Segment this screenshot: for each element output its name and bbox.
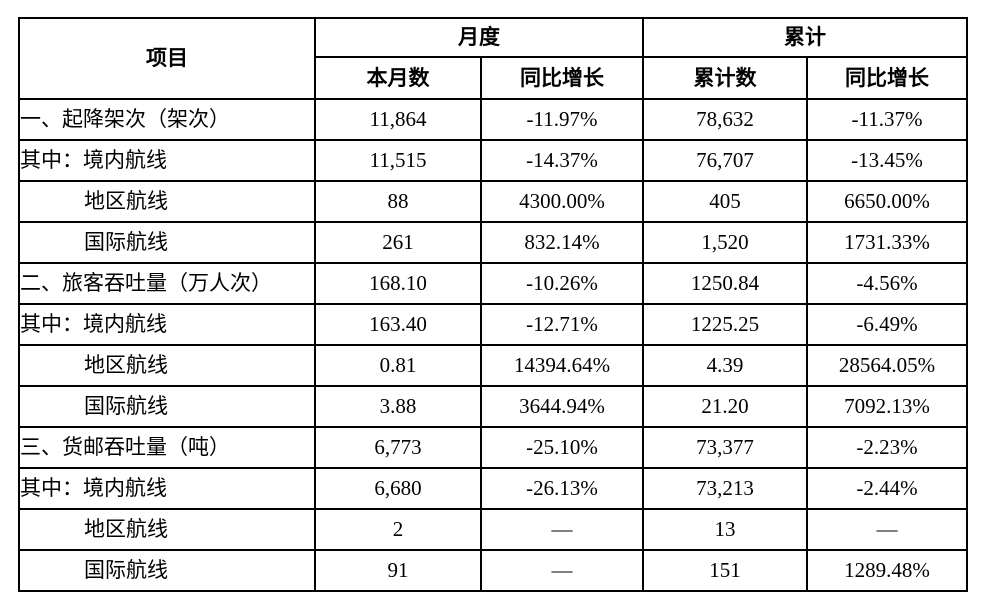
monthly-yoy-cell: 3644.94% [480,385,644,428]
item-cell: 地区航线 [18,180,316,223]
item-cell: 地区航线 [18,344,316,387]
table-row: 其中：境内航线 11,515 -14.37% 76,707 -13.45% [18,139,968,182]
monthly-value-cell: 11,864 [314,98,482,141]
monthly-yoy-cell: 14394.64% [480,344,644,387]
cumulative-yoy-cell: -6.49% [806,303,968,346]
item-cell: 一、起降架次（架次） [18,98,316,141]
table-row: 国际航线 3.88 3644.94% 21.20 7092.13% [18,385,968,428]
monthly-value-cell: 2 [314,508,482,551]
cumulative-value-cell: 1225.25 [642,303,808,346]
table-row: 地区航线 2—13— [18,508,968,551]
item-cell: 其中：境内航线 [18,303,316,346]
item-cell: 其中：境内航线 [18,467,316,510]
table-body: 一、起降架次（架次） 11,864 -11.97% 78,632 -11.37% 其中：境… [18,98,968,592]
monthly-yoy-cell: 832.14% [480,221,644,264]
item-cell: 其中：境内航线 [18,139,316,182]
cumulative-value-cell: 151 [642,549,808,592]
monthly-yoy-cell: — [480,508,644,551]
header-cumulative-yoy: 同比增长 [806,56,968,100]
table-row: 二、旅客吞吐量（万人次） 168.10 -10.26% 1250.84 -4.56% [18,262,968,305]
cumulative-value-cell: 73,213 [642,467,808,510]
monthly-value-cell: 88 [314,180,482,223]
item-cell: 二、旅客吞吐量（万人次） [18,262,316,305]
monthly-value-cell: 261 [314,221,482,264]
monthly-yoy-cell: -14.37% [480,139,644,182]
cumulative-yoy-cell: 1731.33% [806,221,968,264]
monthly-yoy-cell: -26.13% [480,467,644,510]
cumulative-value-cell: 1,520 [642,221,808,264]
table-row: 地区航线 88 4300.00% 405 6650.00% [18,180,968,223]
header-cumulative-value: 累计数 [642,56,808,100]
cumulative-value-cell: 405 [642,180,808,223]
cumulative-value-cell: 1250.84 [642,262,808,305]
monthly-yoy-cell: — [480,549,644,592]
header-cumulative-group: 累计 [642,17,968,58]
table-header: 项目 月度 累计 本月数 同比增长 累计数 同比增长 [18,17,968,100]
header-sub-row: 本月数 同比增长 累计数 同比增长 [19,56,968,100]
monthly-value-cell: 3.88 [314,385,482,428]
cumulative-yoy-cell: -2.44% [806,467,968,510]
monthly-yoy-cell: -10.26% [480,262,644,305]
monthly-value-cell: 6,680 [314,467,482,510]
cumulative-value-cell: 13 [642,508,808,551]
cumulative-value-cell: 4.39 [642,344,808,387]
statistics-table-container: 项目 月度 累计 本月数 同比增长 累计数 同比增长 一、起降架次（架次） 11,… [18,17,968,592]
header-group-row: 项目 月度 累计 [18,17,968,100]
table-row: 三、货邮吞吐量（吨） 6,773 -25.10% 73,377 -2.23% [18,426,968,469]
cumulative-yoy-cell: — [806,508,968,551]
cumulative-value-cell: 73,377 [642,426,808,469]
airport-statistics-table: 项目 月度 累计 本月数 同比增长 累计数 同比增长 一、起降架次（架次） 11,… [18,17,968,592]
monthly-value-cell: 11,515 [314,139,482,182]
monthly-yoy-cell: 4300.00% [480,180,644,223]
cumulative-yoy-cell: 28564.05% [806,344,968,387]
cumulative-yoy-cell: -2.23% [806,426,968,469]
header-item: 项目 [18,17,316,100]
cumulative-value-cell: 78,632 [642,98,808,141]
monthly-yoy-cell: -25.10% [480,426,644,469]
cumulative-yoy-cell: 1289.48% [806,549,968,592]
monthly-value-cell: 91 [314,549,482,592]
item-cell: 国际航线 [18,385,316,428]
cumulative-yoy-cell: -13.45% [806,139,968,182]
item-cell: 地区航线 [18,508,316,551]
cumulative-yoy-cell: 6650.00% [806,180,968,223]
monthly-yoy-cell: -11.97% [480,98,644,141]
cumulative-value-cell: 76,707 [642,139,808,182]
monthly-value-cell: 168.10 [314,262,482,305]
header-monthly-yoy: 同比增长 [480,56,644,100]
item-cell: 三、货邮吞吐量（吨） [18,426,316,469]
table-row: 国际航线 91—151 1289.48% [18,549,968,592]
header-monthly-group: 月度 [314,17,644,58]
cumulative-value-cell: 21.20 [642,385,808,428]
table-row: 地区航线 0.81 14394.64% 4.39 28564.05% [18,344,968,387]
item-cell: 国际航线 [18,549,316,592]
cumulative-yoy-cell: 7092.13% [806,385,968,428]
monthly-value-cell: 6,773 [314,426,482,469]
table-row: 其中：境内航线 6,680 -26.13% 73,213 -2.44% [18,467,968,510]
table-row: 其中：境内航线 163.40 -12.71% 1225.25 -6.49% [18,303,968,346]
item-cell: 国际航线 [18,221,316,264]
monthly-value-cell: 163.40 [314,303,482,346]
table-row: 一、起降架次（架次） 11,864 -11.97% 78,632 -11.37% [18,98,968,141]
header-monthly-value: 本月数 [314,56,482,100]
table-row: 国际航线 261 832.14% 1,520 1731.33% [18,221,968,264]
monthly-yoy-cell: -12.71% [480,303,644,346]
cumulative-yoy-cell: -11.37% [806,98,968,141]
cumulative-yoy-cell: -4.56% [806,262,968,305]
monthly-value-cell: 0.81 [314,344,482,387]
